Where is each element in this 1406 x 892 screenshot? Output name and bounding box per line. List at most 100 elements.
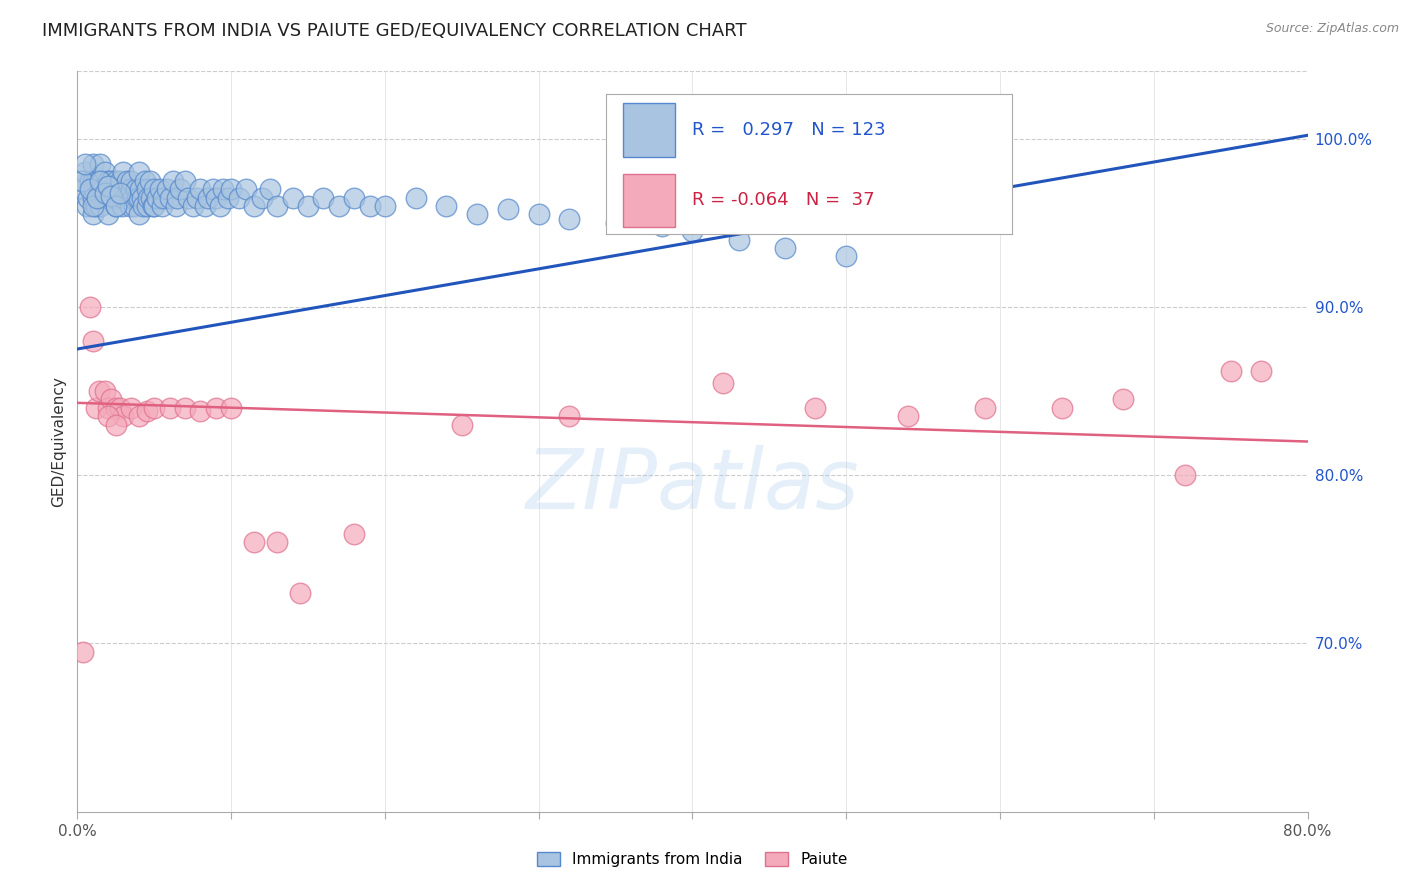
Point [121, 190, 143, 204]
Point [266, 199, 288, 213]
Point [897, 409, 920, 424]
Point [101, 190, 124, 204]
Point [131, 190, 153, 204]
Point [150, 199, 173, 213]
Point [115, 174, 138, 188]
Point [104, 417, 127, 432]
Point [219, 401, 242, 415]
Point [72, 182, 94, 196]
Point [128, 207, 150, 221]
Point [138, 174, 160, 188]
Point [104, 199, 127, 213]
Point [97, 207, 120, 221]
Point [188, 182, 212, 196]
Point [343, 527, 366, 541]
Point [135, 182, 157, 196]
Point [73, 157, 96, 171]
Point [1174, 468, 1197, 483]
Point [96, 182, 118, 196]
Point [104, 401, 127, 415]
Point [186, 190, 208, 204]
Point [103, 182, 125, 196]
Point [79, 300, 101, 314]
Point [104, 174, 127, 188]
Point [70, 174, 93, 188]
Point [84, 401, 107, 415]
Point [97, 409, 120, 424]
Text: Source: ZipAtlas.com: Source: ZipAtlas.com [1265, 22, 1399, 36]
Point [281, 190, 304, 204]
Point [159, 190, 181, 204]
Point [110, 401, 132, 415]
Point [328, 199, 350, 213]
Point [98, 182, 121, 196]
Point [111, 199, 134, 213]
Point [89, 199, 111, 213]
Text: ZIPatlas: ZIPatlas [526, 445, 859, 526]
Point [359, 199, 381, 213]
Point [312, 190, 335, 204]
Point [835, 250, 858, 264]
Point [155, 182, 177, 196]
Point [136, 190, 159, 204]
Point [122, 199, 145, 213]
Point [374, 199, 396, 213]
Point [682, 224, 704, 238]
Point [105, 190, 128, 204]
Point [89, 174, 111, 188]
Point [181, 199, 204, 213]
Point [94, 190, 117, 204]
Point [82, 174, 104, 188]
Point [82, 334, 104, 348]
Point [177, 190, 200, 204]
Point [110, 186, 132, 200]
Point [250, 190, 273, 204]
Point [128, 190, 150, 204]
Point [194, 199, 217, 213]
Point [76, 199, 98, 213]
Point [201, 182, 224, 196]
Point [80, 182, 103, 196]
Point [128, 409, 150, 424]
Point [97, 190, 120, 204]
Point [89, 182, 111, 196]
Point [94, 186, 117, 200]
Point [496, 202, 519, 217]
Point [135, 199, 157, 213]
Point [290, 586, 312, 600]
Text: IMMIGRANTS FROM INDIA VS PAIUTE GED/EQUIVALENCY CORRELATION CHART: IMMIGRANTS FROM INDIA VS PAIUTE GED/EQUI… [42, 22, 747, 40]
Point [436, 199, 458, 213]
Point [162, 174, 184, 188]
Point [129, 182, 152, 196]
Point [125, 182, 148, 196]
Point [165, 199, 187, 213]
Point [152, 190, 174, 204]
Point [97, 174, 120, 188]
Point [89, 157, 111, 171]
Point [143, 182, 166, 196]
Point [73, 165, 96, 179]
Point [120, 174, 142, 188]
Point [100, 189, 122, 203]
Point [727, 233, 749, 247]
Point [93, 182, 115, 196]
Point [297, 199, 319, 213]
Point [84, 199, 107, 213]
Point [104, 199, 127, 213]
Point [94, 384, 117, 398]
Point [82, 207, 104, 221]
Point [118, 199, 141, 213]
Point [228, 190, 250, 204]
Point [97, 401, 120, 415]
Point [72, 645, 94, 659]
Point [90, 190, 114, 204]
Point [204, 401, 226, 415]
Point [450, 417, 472, 432]
Point [259, 182, 281, 196]
Point [132, 199, 155, 213]
Point [82, 157, 104, 171]
Point [405, 190, 427, 204]
Point [204, 190, 226, 204]
Point [128, 165, 150, 179]
Point [127, 190, 149, 204]
